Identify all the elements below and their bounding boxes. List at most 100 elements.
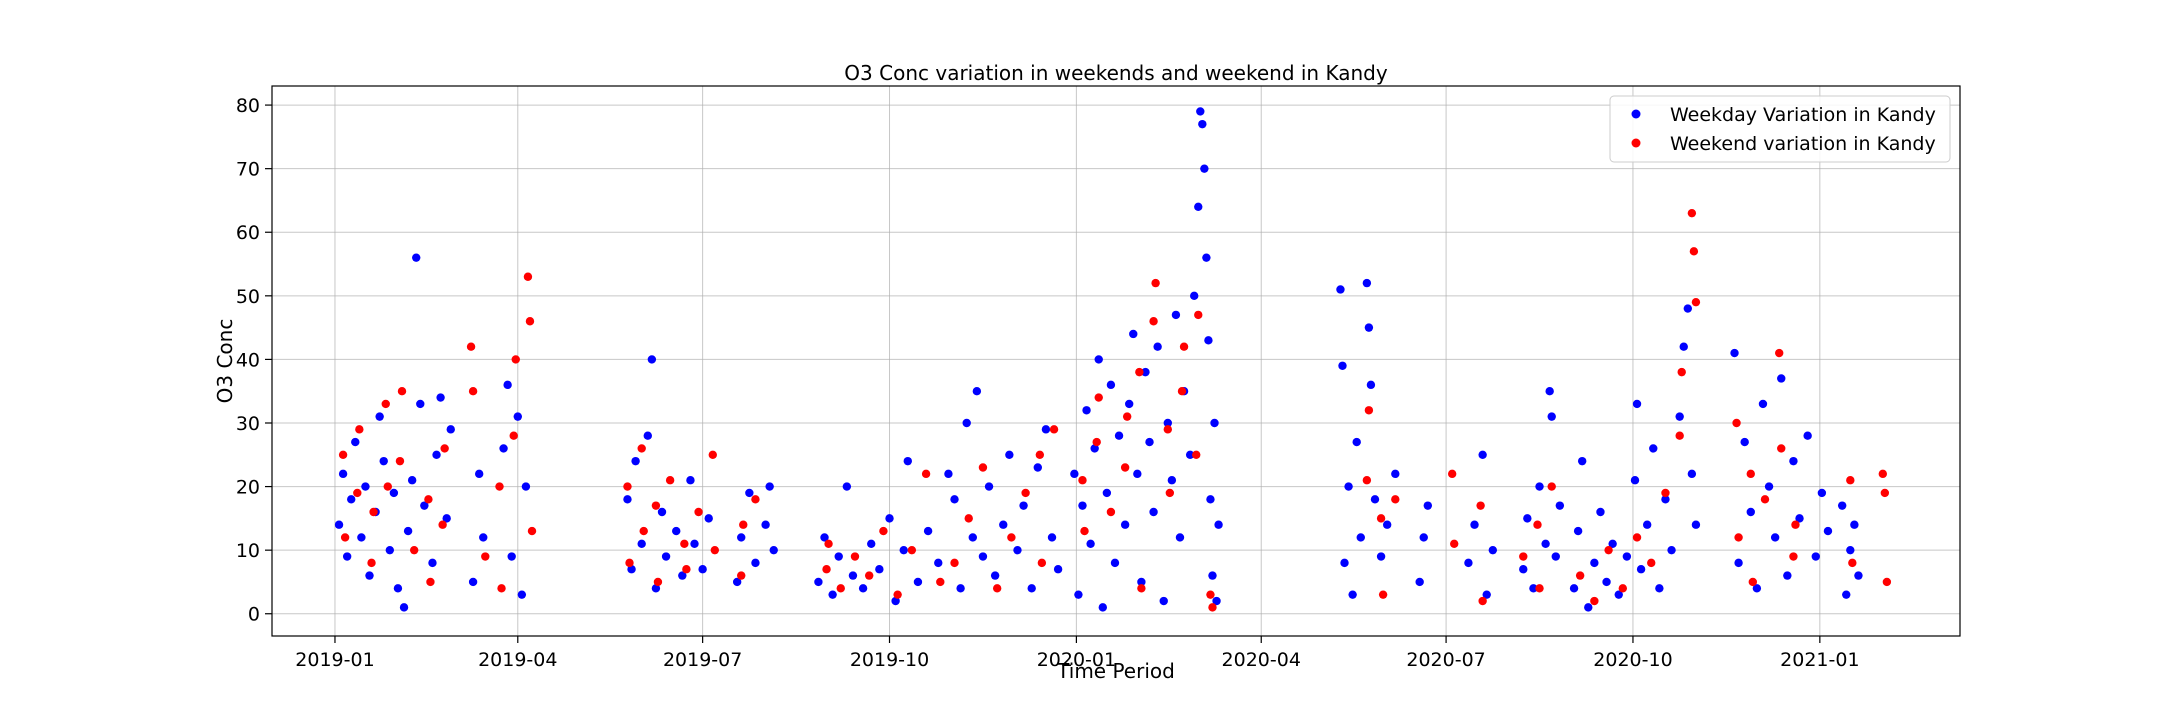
data-point (375, 412, 384, 421)
x-tick-label: 2020-10 (1593, 649, 1672, 671)
data-point (1200, 164, 1209, 173)
data-point (1391, 495, 1400, 504)
data-point (1602, 577, 1611, 587)
data-point (627, 565, 636, 574)
data-point (1159, 596, 1168, 606)
data-point (1590, 558, 1599, 568)
data-point (1080, 526, 1089, 536)
data-point (1683, 304, 1693, 313)
data-point (1141, 367, 1150, 377)
data-point (1675, 412, 1684, 421)
data-point (686, 476, 695, 485)
data-point (1362, 476, 1372, 485)
data-point (1555, 501, 1565, 510)
data-point (426, 577, 435, 587)
data-point (1837, 501, 1847, 510)
data-point (907, 545, 917, 555)
data-point (1382, 520, 1392, 529)
data-point (737, 571, 746, 580)
data-point (1078, 476, 1087, 485)
data-point (1082, 406, 1091, 415)
data-point (879, 526, 888, 536)
data-point (1789, 552, 1798, 561)
data-point (1194, 310, 1203, 320)
data-point (442, 514, 451, 523)
data-point (814, 577, 823, 587)
data-point (1185, 450, 1195, 459)
data-point (407, 476, 417, 485)
data-point (1214, 520, 1223, 529)
data-point (1689, 247, 1699, 256)
data-point (637, 539, 646, 549)
data-point (1488, 545, 1498, 555)
data-point (1523, 514, 1532, 523)
data-point (647, 355, 657, 364)
data-point (1604, 545, 1613, 555)
data-point (1047, 533, 1057, 542)
data-point (499, 444, 508, 453)
data-point (968, 533, 977, 542)
data-point (347, 495, 356, 504)
x-tick-label: 2019-01 (295, 649, 374, 671)
data-point (1165, 488, 1175, 498)
y-tick-label: 80 (236, 95, 260, 117)
data-point (1535, 584, 1544, 593)
plot-frame (271, 85, 1961, 637)
data-point (867, 539, 876, 549)
data-point (1734, 558, 1743, 568)
data-point (964, 514, 973, 523)
data-point (1880, 488, 1890, 498)
data-point (1823, 526, 1833, 536)
data-point (1547, 482, 1556, 491)
data-point (1596, 507, 1605, 517)
data-point (950, 495, 959, 504)
data-point (1106, 507, 1116, 517)
data-point (885, 514, 894, 523)
data-point (661, 552, 671, 561)
data-point (1190, 291, 1199, 301)
data-point (698, 565, 707, 574)
data-point (864, 571, 874, 580)
data-point (680, 539, 689, 549)
data-point (1687, 469, 1697, 479)
data-point (1208, 603, 1217, 612)
data-point (367, 558, 376, 568)
data-point (338, 450, 348, 459)
data-point (1752, 584, 1762, 593)
data-point (637, 444, 646, 453)
data-point (1212, 596, 1221, 606)
data-point (1450, 539, 1459, 549)
x-tick-label: 2019-07 (663, 649, 742, 671)
data-point (1622, 552, 1632, 561)
data-point (1846, 476, 1855, 485)
data-point (428, 558, 437, 568)
x-tick-label: 2020-04 (1222, 649, 1301, 671)
data-point (1145, 437, 1154, 447)
data-point (1575, 571, 1585, 580)
data-point (704, 514, 713, 523)
data-point (1019, 501, 1028, 510)
data-point (1153, 342, 1162, 351)
data-point (1041, 425, 1051, 434)
y-tick-label: 0 (248, 604, 260, 626)
data-point (903, 456, 912, 466)
data-point (365, 571, 374, 580)
data-point (1760, 495, 1770, 504)
data-point (1551, 552, 1560, 561)
data-point (653, 577, 663, 587)
data-point (379, 456, 388, 466)
data-point (822, 565, 831, 574)
data-point (1478, 450, 1487, 459)
data-point (631, 456, 640, 466)
data-point (481, 552, 490, 561)
data-point (1338, 361, 1347, 370)
data-point (678, 571, 687, 580)
data-point (1049, 425, 1059, 434)
data-point (761, 520, 770, 529)
data-point (936, 577, 945, 587)
data-point (992, 584, 1002, 593)
data-point (1632, 399, 1642, 409)
data-point (1204, 336, 1213, 345)
data-point (1092, 437, 1101, 447)
data-point (639, 526, 648, 536)
